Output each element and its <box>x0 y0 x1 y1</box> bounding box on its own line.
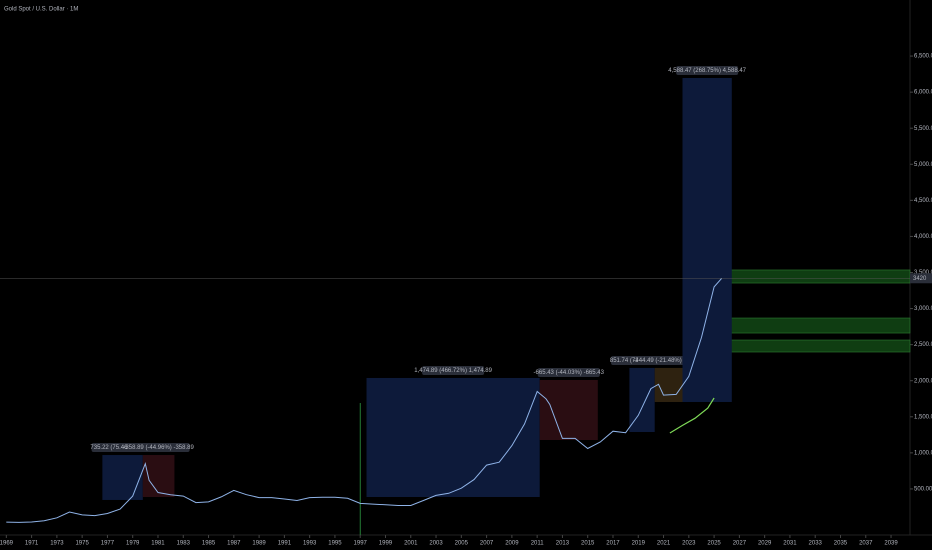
label-pill <box>422 365 485 375</box>
x-tick-label: 1991 <box>278 541 292 547</box>
y-tick-label: 3,000.00 <box>914 306 932 312</box>
x-tick-label: 2019 <box>632 541 646 547</box>
y-tick-label: 2,000.00 <box>914 378 932 384</box>
y-tick-label: 4,500.00 <box>914 198 932 204</box>
x-tick-label: 1989 <box>252 541 266 547</box>
x-tick-label: 1987 <box>227 541 241 547</box>
x-tick-label: 2029 <box>758 541 772 547</box>
x-tick-label: 2033 <box>809 541 823 547</box>
y-tick-label: 5,500.00 <box>914 126 932 132</box>
measure-box <box>539 379 598 441</box>
measure-label: 4,588.47 (268.75%) 4,588.47 <box>668 68 746 74</box>
support-zone <box>720 339 911 353</box>
y-tick-label: 4,000.00 <box>914 234 932 240</box>
last-price-pill <box>910 273 932 284</box>
x-tick-label: 2009 <box>505 541 519 547</box>
x-tick-label: 2007 <box>480 541 494 547</box>
y-tick-label: 5,000.00 <box>914 162 932 168</box>
x-tick-label: 2035 <box>834 541 848 547</box>
y-tick-label: 2,500.00 <box>914 342 932 348</box>
measure-box <box>142 455 175 498</box>
measure-label: 1,474.89 (466.72%) 1,474.89 <box>414 368 492 374</box>
x-tick-label: 1999 <box>379 541 393 547</box>
measure-box <box>366 377 540 498</box>
x-tick-label: 2039 <box>884 541 898 547</box>
label-pill <box>676 66 739 76</box>
x-tick-label: 2015 <box>581 541 595 547</box>
price-line <box>6 277 723 523</box>
x-tick-label: 2001 <box>404 541 418 547</box>
chart-title: Gold Spot / U.S. Dollar · 1M <box>4 7 78 13</box>
support-zone <box>720 269 911 284</box>
y-tick-label: 6,500.00 <box>914 54 932 60</box>
y-tick-label: 3,500.00 <box>914 270 932 276</box>
x-tick-label: 1997 <box>354 541 368 547</box>
measure-box <box>682 78 732 402</box>
x-tick-label: 1985 <box>202 541 216 547</box>
x-tick-label: 2023 <box>682 541 696 547</box>
y-tick-label: 1,000.00 <box>914 450 932 456</box>
x-tick-label: 2021 <box>657 541 671 547</box>
x-tick-label: 2003 <box>429 541 443 547</box>
x-tick-label: 2027 <box>733 541 747 547</box>
label-pill <box>537 367 600 377</box>
support-zone <box>720 317 911 334</box>
measure-label: -444.49 (-21.48%) -444.49 <box>633 358 704 364</box>
x-tick-label: 2037 <box>859 541 873 547</box>
x-tick-label: 1993 <box>303 541 317 547</box>
measure-label: -358.89 (-44.96%) -358.89 <box>123 445 194 451</box>
label-pill <box>127 443 190 453</box>
x-tick-label: 1979 <box>126 541 140 547</box>
x-tick-label: 1969 <box>0 541 14 547</box>
x-tick-label: 1983 <box>177 541 191 547</box>
x-tick-label: 1977 <box>101 541 115 547</box>
measure-label: -665.43 (-44.03%) -665.43 <box>534 370 605 376</box>
x-tick-label: 2011 <box>531 541 545 547</box>
x-tick-label: 1995 <box>328 541 342 547</box>
x-tick-label: 2031 <box>783 541 797 547</box>
measure-box <box>102 455 143 500</box>
x-tick-label: 2013 <box>556 541 570 547</box>
x-tick-label: 2017 <box>606 541 620 547</box>
moving-average <box>669 397 715 434</box>
x-tick-label: 2025 <box>707 541 721 547</box>
x-tick-label: 2005 <box>455 541 469 547</box>
x-tick-label: 1981 <box>151 541 165 547</box>
y-tick-label: 500.00 <box>914 487 932 493</box>
measure-label: 735.22 (75.46%) 735.22 <box>90 445 155 451</box>
last-price-label: 3420 <box>913 276 927 282</box>
x-tick-label: 1975 <box>75 541 89 547</box>
x-tick-label: 1971 <box>25 541 39 547</box>
y-tick-label: 1,500.00 <box>914 414 932 420</box>
x-tick-label: 1973 <box>50 541 64 547</box>
y-tick-label: 6,000.00 <box>914 90 932 96</box>
